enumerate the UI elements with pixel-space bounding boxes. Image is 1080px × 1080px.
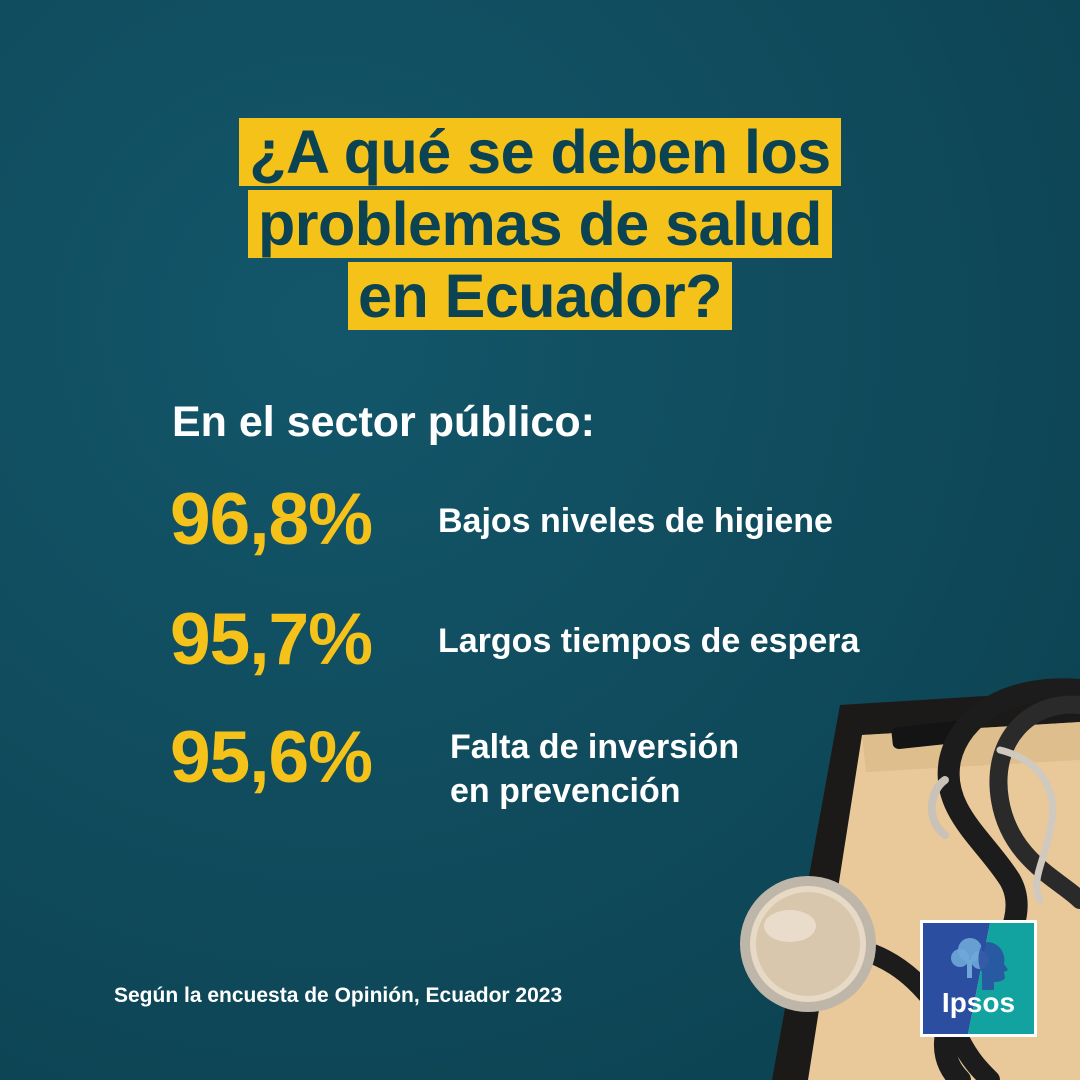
stat-row-wait-times: 95,7% Largos tiempos de espera [170,598,970,688]
title-line: ¿A qué se deben los [239,118,841,186]
stethoscope-chestpiece-icon [740,876,876,1012]
stat-label-line-2: en prevención [450,772,681,810]
stat-label-line-1: Falta de inversión [450,728,740,766]
title-line: problemas de salud [248,190,832,258]
stat-value: 95,6% [170,717,373,798]
stat-label: Bajos niveles de higiene [438,502,833,540]
title-line: en Ecuador? [348,262,732,330]
source-footnote: Según la encuesta de Opinión, Ecuador 20… [114,984,563,1007]
section-subtitle: En el sector público: [172,398,595,446]
page-title: ¿A qué se deben los problemas de salud e… [0,118,1080,334]
stat-value: 96,8% [170,479,373,560]
stat-row-prevention: 95,6% Falta de inversión en prevención [170,716,970,810]
stat-row-hygiene: 96,8% Bajos niveles de higiene [170,478,970,568]
ipsos-head-tree-logo-icon [920,920,1037,1037]
logo-text: Ipsos [941,987,1016,1018]
stat-value: 95,7% [170,599,373,680]
ipsos-logo: Ipsos [920,920,1037,1037]
stat-label: Largos tiempos de espera [438,622,860,660]
